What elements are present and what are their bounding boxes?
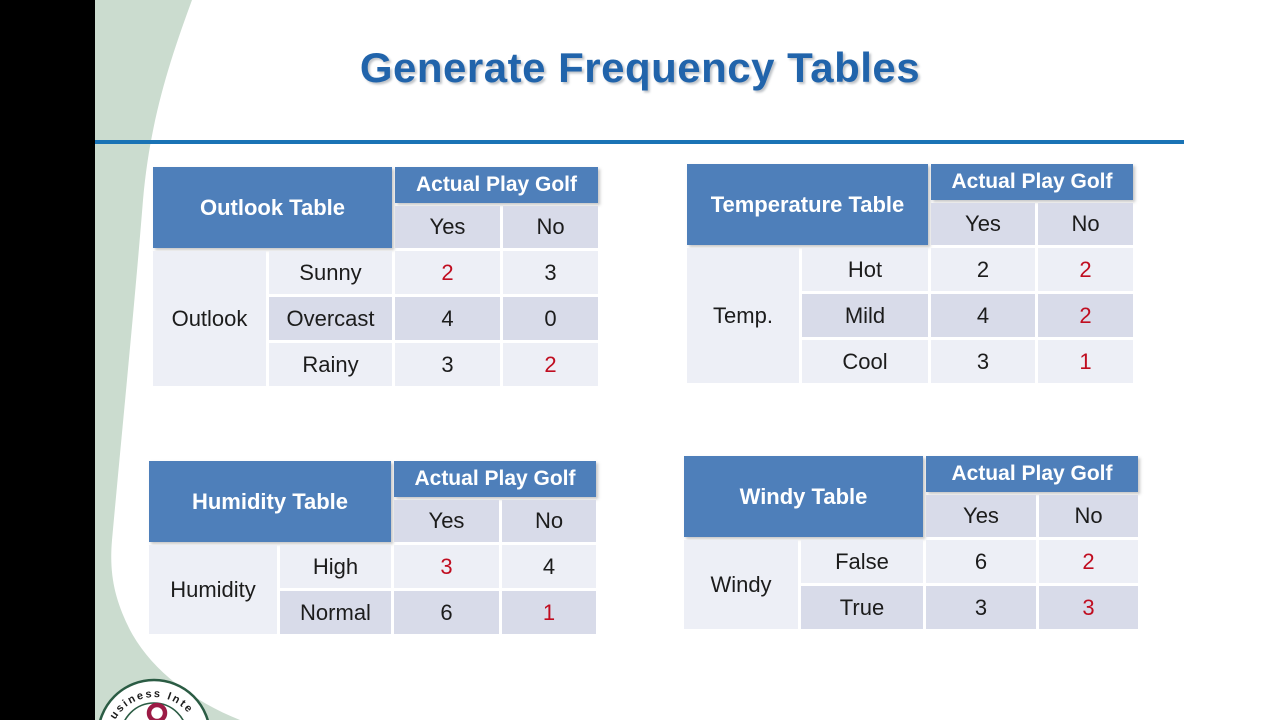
no-count-cell: 2 — [503, 343, 598, 386]
no-count-cell: 2 — [1038, 248, 1133, 291]
yes-column-header: Yes — [926, 495, 1036, 537]
no-column-header: No — [1038, 203, 1133, 245]
yes-count-cell: 4 — [395, 297, 500, 340]
row-group-label: Humidity — [149, 545, 277, 634]
actual-play-golf-header: Actual Play Golf — [931, 164, 1133, 200]
yes-count-cell: 3 — [926, 586, 1036, 629]
no-column-header: No — [503, 206, 598, 248]
table-row: True 3 3 — [684, 586, 1138, 629]
no-count-cell: 0 — [503, 297, 598, 340]
actual-play-golf-header: Actual Play Golf — [395, 167, 598, 203]
table-row: Windy False 6 2 — [684, 540, 1138, 629]
yes-count-cell: 6 — [394, 591, 499, 634]
category-cell: Overcast — [269, 297, 392, 340]
yes-count-cell: 4 — [931, 294, 1035, 337]
table-row: Overcast 4 0 — [153, 297, 598, 340]
yes-count-cell: 3 — [395, 343, 500, 386]
yes-count-cell: 3 — [394, 545, 499, 588]
yes-count-cell: 2 — [931, 248, 1035, 291]
yes-count-cell: 2 — [395, 251, 500, 294]
outlook-frequency-table: Outlook Table Actual Play Golf Yes No Ou… — [150, 164, 601, 389]
left-black-bar — [0, 0, 95, 720]
yes-column-header: Yes — [395, 206, 500, 248]
yes-count-cell: 6 — [926, 540, 1036, 583]
yes-column-header: Yes — [394, 500, 499, 542]
category-cell: Rainy — [269, 343, 392, 386]
no-count-cell: 1 — [502, 591, 596, 634]
logo-inner-circle — [124, 702, 184, 720]
title-underline — [95, 140, 1184, 144]
green-swoosh-shape — [95, 0, 240, 720]
category-cell: False — [801, 540, 923, 583]
table-row: Mild 4 2 — [687, 294, 1133, 337]
no-count-cell: 4 — [502, 545, 596, 588]
no-column-header: No — [1039, 495, 1138, 537]
category-cell: Normal — [280, 591, 391, 634]
table-row: Outlook Sunny 2 3 — [153, 251, 598, 386]
yes-column-header: Yes — [931, 203, 1035, 245]
temperature-frequency-table: Temperature Table Actual Play Golf Yes N… — [684, 161, 1136, 386]
category-cell: Hot — [802, 248, 928, 291]
yes-count-cell: 3 — [931, 340, 1035, 383]
row-group-label: Outlook — [153, 251, 266, 386]
no-count-cell: 2 — [1038, 294, 1133, 337]
table-title-cell: Temperature Table — [687, 164, 928, 245]
table-title-cell: Windy Table — [684, 456, 923, 537]
row-group-label: Windy — [684, 540, 798, 629]
table-row: Rainy 3 2 — [153, 343, 598, 386]
actual-play-golf-header: Actual Play Golf — [926, 456, 1138, 492]
actual-play-golf-header: Actual Play Golf — [394, 461, 596, 497]
category-cell: High — [280, 545, 391, 588]
green-swoosh-decoration — [95, 0, 240, 720]
business-intelligence-logo: or Business Inte — [99, 678, 209, 720]
table-row: Temp. Hot 2 2 — [687, 248, 1133, 383]
row-group-label: Temp. — [687, 248, 799, 383]
no-count-cell: 2 — [1039, 540, 1138, 583]
no-count-cell: 3 — [1039, 586, 1138, 629]
table-row: Cool 3 1 — [687, 340, 1133, 383]
windy-frequency-table: Windy Table Actual Play Golf Yes No Wind… — [681, 453, 1141, 632]
logo-maroon-ring-icon — [146, 702, 168, 720]
category-cell: True — [801, 586, 923, 629]
no-count-cell: 3 — [503, 251, 598, 294]
humidity-frequency-table: Humidity Table Actual Play Golf Yes No H… — [146, 458, 599, 637]
category-cell: Mild — [802, 294, 928, 337]
no-count-cell: 1 — [1038, 340, 1133, 383]
logo-outer-circle — [99, 678, 209, 720]
category-cell: Cool — [802, 340, 928, 383]
page-title: Generate Frequency Tables — [359, 44, 921, 91]
category-cell: Sunny — [269, 251, 392, 294]
table-title-cell: Humidity Table — [149, 461, 391, 542]
no-column-header: No — [502, 500, 596, 542]
table-title-cell: Outlook Table — [153, 167, 392, 248]
table-row: Normal 6 1 — [149, 591, 596, 634]
table-row: Humidity High 3 4 — [149, 545, 596, 634]
